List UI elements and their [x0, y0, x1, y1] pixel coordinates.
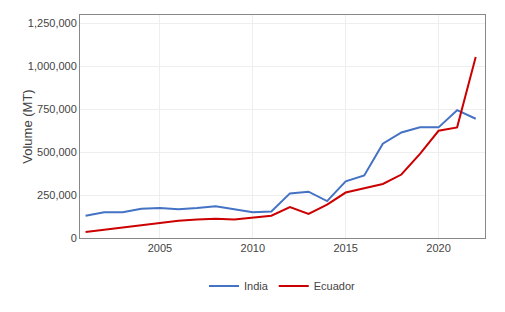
svg-text:1,250,000: 1,250,000 — [28, 17, 77, 29]
svg-text:2010: 2010 — [241, 242, 265, 254]
svg-text:250,000: 250,000 — [37, 189, 77, 201]
svg-text:500,000: 500,000 — [37, 146, 77, 158]
svg-text:India: India — [244, 280, 269, 292]
svg-text:2005: 2005 — [148, 242, 172, 254]
svg-text:0: 0 — [71, 232, 77, 244]
svg-text:2020: 2020 — [426, 242, 450, 254]
svg-text:Volume (MT): Volume (MT) — [20, 89, 35, 163]
svg-text:Ecuador: Ecuador — [314, 280, 355, 292]
svg-text:750,000: 750,000 — [37, 103, 77, 115]
svg-text:2015: 2015 — [333, 242, 357, 254]
svg-text:1,000,000: 1,000,000 — [28, 60, 77, 72]
